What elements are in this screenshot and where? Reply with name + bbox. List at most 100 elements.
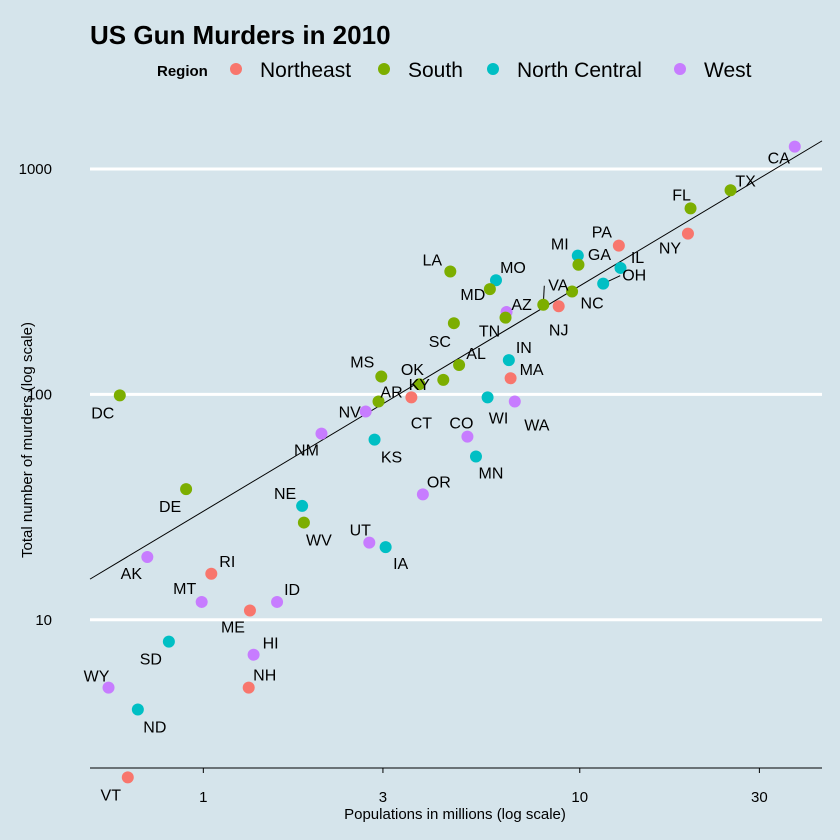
data-point-ma bbox=[504, 372, 517, 385]
point-label-me: ME bbox=[221, 619, 245, 636]
y-axis-title: Total number of murders (log scale) bbox=[19, 322, 36, 558]
data-point-de bbox=[180, 483, 193, 496]
data-point-wv bbox=[297, 516, 310, 529]
data-point-ok bbox=[413, 378, 426, 391]
point-label-nm: NM bbox=[294, 443, 319, 460]
point-label-mo: MO bbox=[500, 260, 526, 277]
data-point-wi bbox=[481, 391, 494, 404]
horizontal-grid bbox=[90, 167, 822, 622]
data-point-wy bbox=[102, 681, 115, 694]
data-point-ak bbox=[141, 550, 154, 563]
legend-label-south: South bbox=[408, 59, 463, 82]
data-point-nc bbox=[566, 285, 579, 298]
x-tick-label-10: 10 bbox=[571, 789, 588, 806]
legend: Northeast South North Central West bbox=[230, 59, 752, 82]
point-label-nh: NH bbox=[253, 668, 276, 685]
data-point-ri bbox=[205, 567, 218, 580]
data-point-nj bbox=[552, 300, 565, 313]
point-label-fl: FL bbox=[672, 187, 691, 204]
x-axis: 1 3 10 30 bbox=[199, 768, 768, 806]
point-label-hi: HI bbox=[263, 636, 279, 653]
data-point-tx bbox=[724, 184, 737, 197]
data-point-mn bbox=[469, 450, 482, 463]
point-label-tn: TN bbox=[479, 324, 500, 341]
point-label-ak: AK bbox=[121, 566, 143, 583]
point-label-dc: DC bbox=[91, 405, 114, 422]
point-label-ny: NY bbox=[659, 241, 682, 258]
data-point-fl bbox=[684, 202, 697, 215]
legend-key-north-central bbox=[487, 63, 499, 75]
point-label-mt: MT bbox=[173, 581, 196, 598]
legend-label-west: West bbox=[704, 59, 752, 82]
data-point-id bbox=[271, 595, 284, 608]
data-point-or bbox=[416, 488, 429, 501]
data-point-pa bbox=[612, 239, 625, 252]
point-label-ia: IA bbox=[393, 556, 408, 573]
data-point-ny bbox=[681, 227, 694, 240]
data-point-nm bbox=[315, 427, 328, 440]
point-label-pa: PA bbox=[592, 225, 612, 242]
point-label-ms: MS bbox=[350, 355, 374, 372]
legend-key-northeast bbox=[230, 63, 242, 75]
x-tick-label-30: 30 bbox=[751, 789, 768, 806]
data-point-mt bbox=[195, 595, 208, 608]
point-label-de: DE bbox=[159, 499, 181, 516]
point-label-md: MD bbox=[460, 287, 485, 304]
data-point-la bbox=[444, 265, 457, 278]
data-point-ks bbox=[368, 433, 381, 446]
data-point-ct bbox=[405, 391, 418, 404]
data-point-ca bbox=[788, 140, 801, 153]
data-point-ut bbox=[363, 536, 376, 549]
data-point-mi bbox=[571, 249, 584, 262]
data-point-vt bbox=[121, 771, 134, 784]
legend-key-south bbox=[378, 63, 390, 75]
data-point-al bbox=[453, 359, 466, 372]
point-label-nv: NV bbox=[339, 404, 362, 421]
x-tick-label-3: 3 bbox=[379, 789, 387, 806]
legend-label-north-central: North Central bbox=[517, 59, 642, 82]
data-point-hi bbox=[247, 648, 260, 661]
point-label-ky: KY bbox=[409, 377, 431, 394]
data-point-me bbox=[243, 604, 256, 617]
y-tick-label-1000: 1000 bbox=[19, 161, 52, 178]
point-label-al: AL bbox=[466, 346, 486, 363]
point-label-tx: TX bbox=[735, 173, 756, 190]
point-label-wa: WA bbox=[524, 418, 550, 435]
chart-title: US Gun Murders in 2010 bbox=[90, 20, 391, 50]
data-point-nv bbox=[359, 405, 372, 418]
point-label-sd: SD bbox=[140, 652, 162, 669]
data-points bbox=[102, 140, 801, 784]
point-label-ma: MA bbox=[520, 362, 544, 379]
data-point-wa bbox=[508, 395, 521, 408]
data-point-ia bbox=[379, 541, 392, 554]
data-point-oh bbox=[597, 277, 610, 290]
y-axis: 10 100 1000 bbox=[19, 161, 52, 629]
point-label-ar: AR bbox=[380, 385, 402, 402]
data-point-ne bbox=[296, 499, 309, 512]
data-point-mo bbox=[489, 274, 502, 287]
point-label-nd: ND bbox=[143, 719, 166, 736]
data-point-ga bbox=[572, 258, 585, 271]
point-label-va: VA bbox=[548, 278, 568, 295]
y-tick-label-100: 100 bbox=[27, 386, 52, 403]
legend-label-northeast: Northeast bbox=[260, 59, 351, 82]
data-point-sd bbox=[162, 635, 175, 648]
point-label-in: IN bbox=[516, 340, 532, 357]
point-label-ga: GA bbox=[588, 247, 611, 264]
y-tick-label-10: 10 bbox=[35, 612, 52, 629]
legend-title: Region bbox=[157, 63, 208, 80]
point-label-wy: WY bbox=[84, 669, 110, 686]
data-point-ky bbox=[437, 373, 450, 386]
point-label-ok: OK bbox=[401, 362, 424, 379]
point-label-co: CO bbox=[449, 416, 473, 433]
x-axis-title: Populations in millions (log scale) bbox=[344, 806, 566, 823]
data-point-ar bbox=[372, 395, 385, 408]
data-point-il bbox=[614, 261, 627, 274]
data-point-co bbox=[461, 430, 474, 443]
point-label-sc: SC bbox=[429, 334, 451, 351]
data-point-dc bbox=[113, 389, 126, 402]
point-label-oh: OH bbox=[622, 268, 646, 285]
